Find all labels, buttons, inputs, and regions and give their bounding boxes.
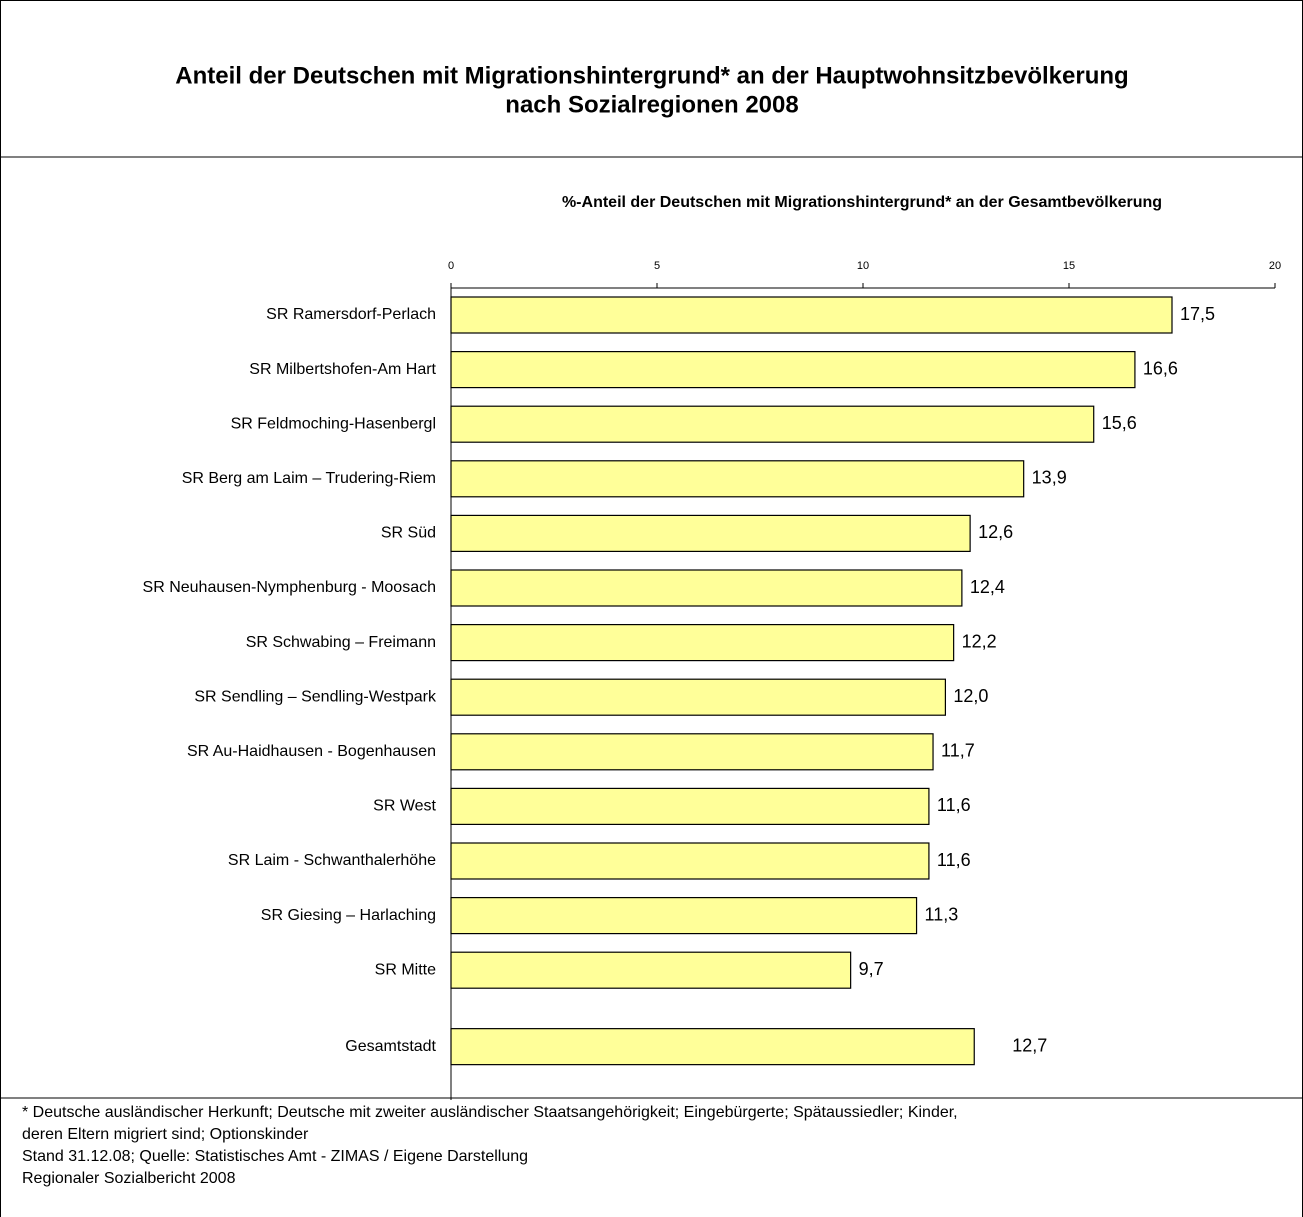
bar <box>450 951 852 989</box>
axis-title: %-Anteil der Deutschen mit Migrationshin… <box>562 194 1162 211</box>
footnote: * Deutsche ausländischer Herkunft; Deuts… <box>22 1104 958 1121</box>
bar <box>450 351 1136 389</box>
y-tick-label: SR Schwabing – Freimann <box>246 634 436 651</box>
y-tick-label: SR Berg am Laim – Trudering-Riem <box>182 470 436 487</box>
footnote: Regionaler Sozialbericht 2008 <box>22 1170 236 1187</box>
bar <box>450 733 934 771</box>
data-label: 12,0 <box>953 686 988 706</box>
bar <box>450 1028 975 1066</box>
data-label: 11,6 <box>937 795 971 815</box>
data-label: 15,6 <box>1102 413 1137 433</box>
footnote: deren Eltern migriert sind; Optionskinde… <box>22 1126 309 1143</box>
x-tick-label: 5 <box>654 260 660 272</box>
y-tick-label: SR West <box>373 798 436 815</box>
data-label: 12,6 <box>978 522 1013 542</box>
data-label: 16,6 <box>1143 358 1178 378</box>
y-tick-label: SR Ramersdorf-Perlach <box>266 306 436 323</box>
y-tick-label: SR Neuhausen-Nymphenburg - Moosach <box>143 579 436 596</box>
x-tick-label: 10 <box>857 260 869 272</box>
data-label: 17,5 <box>1180 304 1215 324</box>
bar <box>450 842 930 880</box>
data-label: 11,7 <box>941 741 975 761</box>
data-label: 12,4 <box>970 577 1005 597</box>
data-label: 9,7 <box>859 959 884 979</box>
y-tick-label: SR Sendling – Sendling-Westpark <box>194 688 437 705</box>
x-tick-label: 15 <box>1063 260 1075 272</box>
bar <box>450 678 946 716</box>
data-label: 12,7 <box>1012 1035 1047 1055</box>
y-tick-label: Gesamtstadt <box>345 1038 436 1055</box>
x-tick-label: 0 <box>448 260 454 272</box>
bar <box>450 514 971 553</box>
bar <box>450 405 1095 443</box>
bar <box>450 460 1025 498</box>
bar <box>450 896 918 935</box>
footnote: Stand 31.12.08; Quelle: Statistisches Am… <box>22 1148 528 1165</box>
y-tick-label: SR Milbertshofen-Am Hart <box>249 361 436 378</box>
bar <box>450 569 963 607</box>
y-tick-label: SR Mitte <box>375 961 436 978</box>
chart-title: Anteil der Deutschen mit Migrationshinte… <box>175 62 1128 89</box>
data-label: 13,9 <box>1032 468 1067 488</box>
chart-title: nach Sozialregionen 2008 <box>505 91 798 118</box>
data-label: 12,2 <box>962 631 997 651</box>
y-tick-label: SR Au-Haidhausen - Bogenhausen <box>187 743 436 760</box>
data-label: 11,6 <box>937 850 971 870</box>
data-label: 11,3 <box>925 904 959 924</box>
bar <box>450 296 1173 334</box>
bar <box>450 787 930 826</box>
y-tick-label: SR Süd <box>381 525 436 542</box>
bar <box>450 623 955 662</box>
y-tick-label: SR Laim - Schwanthalerhöhe <box>228 852 436 869</box>
y-tick-label: SR Giesing – Harlaching <box>261 907 436 924</box>
x-tick-label: 20 <box>1269 260 1281 272</box>
y-tick-label: SR Feldmoching-Hasenbergl <box>231 415 436 432</box>
